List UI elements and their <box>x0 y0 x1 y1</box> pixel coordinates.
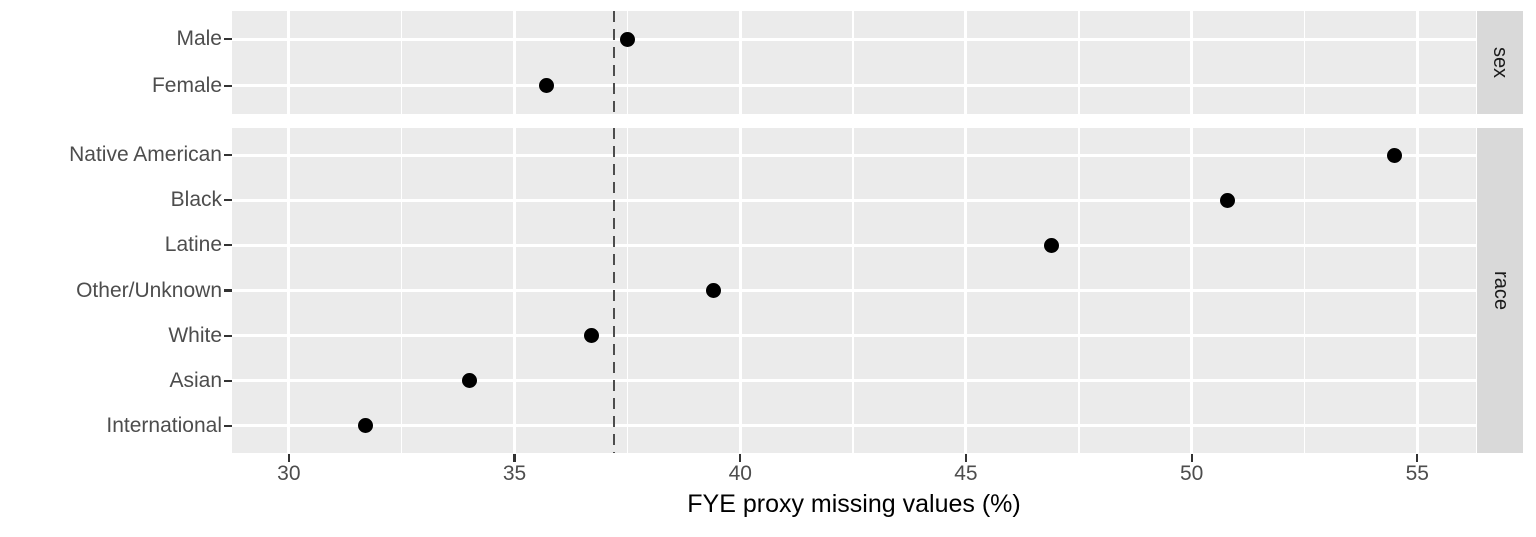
data-point <box>538 78 554 94</box>
data-point <box>1387 147 1403 163</box>
x-tick-label: 30 <box>277 462 301 485</box>
y-axis-label: International <box>106 413 222 437</box>
x-tick-label: 40 <box>728 462 752 485</box>
major-gridline-x <box>738 11 742 114</box>
x-axis-title: FYE proxy missing values (%) <box>687 490 1021 518</box>
y-axis-tick <box>224 289 232 292</box>
major-gridline-y <box>232 153 1476 157</box>
x-tick-label: 45 <box>954 462 978 485</box>
x-tick-label: 35 <box>502 462 527 485</box>
y-axis-label: Native American <box>69 143 222 167</box>
facet-strip-sex: sex <box>1477 11 1523 114</box>
x-tick-label: 50 <box>1179 462 1204 485</box>
y-axis-label: White <box>168 323 222 347</box>
y-axis-tick <box>224 37 232 41</box>
y-axis-tick <box>224 244 232 247</box>
x-axis-tick <box>739 454 742 462</box>
y-axis-label: Black <box>170 188 222 212</box>
major-gridline-x <box>513 11 517 114</box>
data-point <box>1044 237 1060 253</box>
major-gridline-x <box>1190 11 1194 114</box>
minor-gridline-x <box>626 11 629 114</box>
major-gridline-x <box>287 11 291 114</box>
minor-gridline-x <box>1078 11 1080 114</box>
major-gridline-y <box>232 334 1476 338</box>
panel-sex <box>232 11 1476 114</box>
minor-gridline-x <box>852 11 854 114</box>
facet-strip-label: race <box>1489 271 1512 310</box>
reference-line <box>612 128 616 453</box>
major-gridline-x <box>1415 11 1419 114</box>
x-tick-label: 55 <box>1405 462 1429 485</box>
facet-strip-race: race <box>1477 128 1523 453</box>
major-gridline-x <box>964 11 968 114</box>
minor-gridline-x <box>1303 11 1306 114</box>
y-axis-tick <box>224 199 232 202</box>
y-axis-tick <box>224 153 232 157</box>
y-axis-tick <box>224 424 232 427</box>
data-point <box>583 328 599 344</box>
minor-gridline-x <box>400 11 403 114</box>
y-axis-label: Female <box>151 73 222 97</box>
major-gridline-y <box>232 198 1476 202</box>
data-point <box>461 373 477 389</box>
major-gridline-y <box>232 289 1476 292</box>
y-axis-label: Other/Unknown <box>76 278 222 302</box>
x-axis-tick <box>1416 454 1419 462</box>
y-axis-tick <box>224 379 232 382</box>
data-point <box>1220 192 1236 208</box>
y-axis-tick <box>224 84 232 87</box>
reference-line <box>612 11 616 114</box>
major-gridline-y <box>232 243 1476 247</box>
major-gridline-y <box>232 37 1476 41</box>
x-axis-tick <box>513 454 516 462</box>
panel-race <box>232 128 1476 453</box>
data-point <box>705 283 721 298</box>
major-gridline-y <box>232 424 1476 428</box>
y-axis-label: Asian <box>169 368 222 392</box>
major-gridline-y <box>232 84 1476 88</box>
y-axis-label: Latine <box>164 233 222 257</box>
facet-strip-label: sex <box>1489 46 1512 79</box>
x-axis-tick <box>964 454 968 462</box>
y-axis-label: Male <box>176 27 222 51</box>
x-axis-tick <box>287 454 290 462</box>
y-axis-tick <box>224 334 232 337</box>
data-point <box>358 418 374 434</box>
data-point <box>619 31 635 47</box>
x-axis-tick <box>1190 454 1193 462</box>
major-gridline-y <box>232 379 1476 383</box>
